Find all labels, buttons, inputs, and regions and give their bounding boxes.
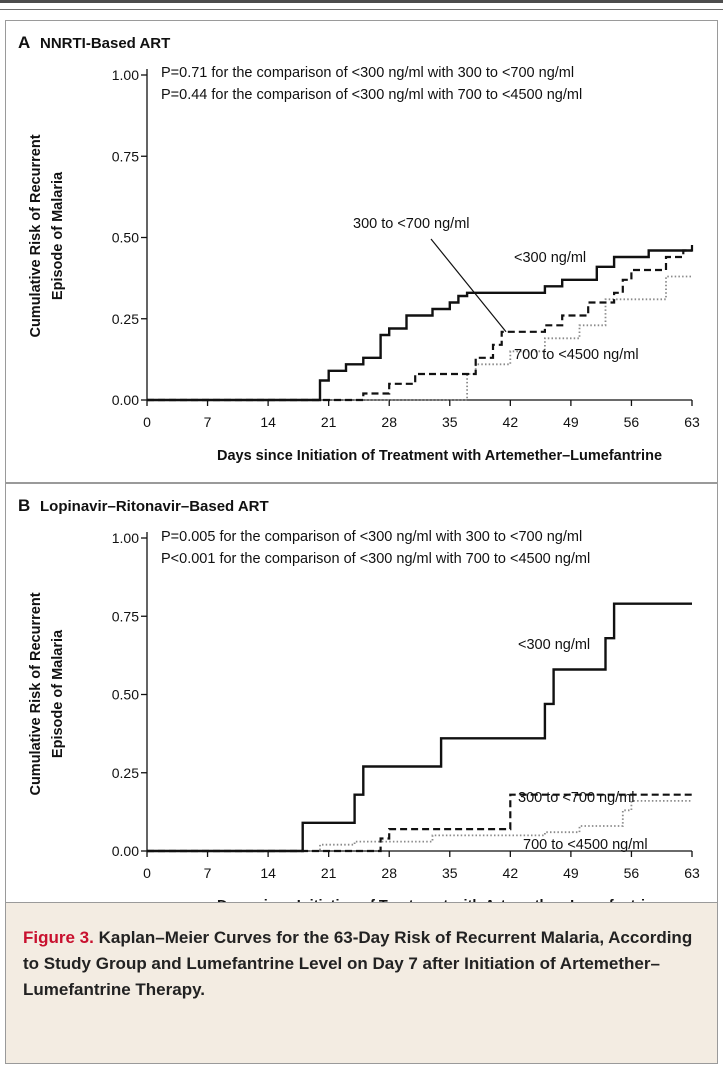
series-label: 300 to <700 ng/ml [353,216,470,232]
y-tick-label: 0.50 [112,230,139,246]
series-label: <300 ng/ml [514,250,586,266]
top-rule [0,0,723,3]
series-label: 700 to <4500 ng/ml [514,347,639,363]
x-tick-label: 7 [204,414,212,430]
x-tick-label: 56 [624,414,640,430]
y-axis-label: Cumulative Risk of Recurrent [28,592,44,795]
x-tick-label: 35 [442,414,458,430]
y-axis-label: Cumulative Risk of Recurrent [28,134,44,337]
y-tick-label: 0.00 [112,392,139,408]
series-line-solid [147,249,692,402]
p-value-annotation: P=0.44 for the comparison of <300 ng/ml … [161,87,582,103]
x-tick-label: 7 [204,865,212,881]
y-tick-label: 0.50 [112,687,139,703]
x-tick-label: 14 [260,865,276,881]
series-line-dotted [147,800,692,852]
panel-b-chart: B Lopinavir–Ritonavir–Based ART 0.00 0.25 0.… [18,496,700,902]
panel-b: B Lopinavir–Ritonavir–Based ART 0.00 0.25 0.… [5,483,718,903]
series-label: <300 ng/ml [518,637,590,653]
y-axis-label: Episode of Malaria [50,629,66,758]
x-axis-label: Days since Initiation of Treatment with … [217,448,662,464]
leader-line [430,238,507,333]
y-tick-label: 1.00 [112,67,139,83]
y-tick-label: 1.00 [112,530,139,546]
x-tick-label: 42 [503,414,519,430]
x-tick-label: 63 [684,865,700,881]
y-tick-label: 0.25 [112,311,139,327]
x-tick-label: 49 [563,865,579,881]
p-value-annotation: P<0.001 for the comparison of <300 ng/ml… [161,551,590,567]
series-line-solid [147,602,692,853]
panel-a: A NNRTI-Based ART 0.00 0.25 0.50 0.75 1.00 0 7 14… [5,20,718,483]
top-rule-thin [0,9,723,10]
x-tick-label: 0 [143,865,151,881]
panel-a-chart: A NNRTI-Based ART 0.00 0.25 0.50 0.75 1.00 0 7 14… [18,33,700,464]
x-tick-label: 14 [260,414,276,430]
y-tick-label: 0.00 [112,843,139,859]
x-tick-label: 28 [381,414,397,430]
series-line-dashed [147,244,694,402]
x-tick-label: 21 [321,414,337,430]
x-tick-label: 35 [442,865,458,881]
x-tick-label: 28 [381,865,397,881]
panel-title: Lopinavir–Ritonavir–Based ART [40,498,269,515]
caption-label: Figure 3. [23,928,94,947]
y-tick-label: 0.75 [112,608,139,624]
caption-body: Kaplan–Meier Curves for the 63-Day Risk … [23,928,693,999]
y-axis-label: Episode of Malaria [50,171,66,300]
x-tick-label: 42 [503,865,519,881]
figure-caption: Figure 3. Kaplan–Meier Curves for the 63… [5,903,718,1064]
y-tick-label: 0.75 [112,148,139,164]
x-axis-label: Days since Initiation of Treatment with … [217,898,662,902]
series-label: 700 to <4500 ng/ml [523,837,648,853]
x-tick-label: 49 [563,414,579,430]
y-tick-label: 0.25 [112,765,139,781]
x-tick-label: 0 [143,414,151,430]
p-value-annotation: P=0.71 for the comparison of <300 ng/ml … [161,65,574,81]
series-line-dotted [147,275,692,401]
series-label: 300 to <700 ng/ml [518,790,635,806]
x-tick-label: 21 [321,865,337,881]
p-value-annotation: P=0.005 for the comparison of <300 ng/ml… [161,529,582,545]
panel-letter: B [18,496,30,515]
caption-text: Figure 3. Kaplan–Meier Curves for the 63… [23,925,703,1003]
panel-title: NNRTI-Based ART [40,35,170,52]
x-tick-label: 63 [684,414,700,430]
series-line-dashed [147,793,692,853]
x-tick-label: 56 [624,865,640,881]
panel-letter: A [18,33,30,52]
